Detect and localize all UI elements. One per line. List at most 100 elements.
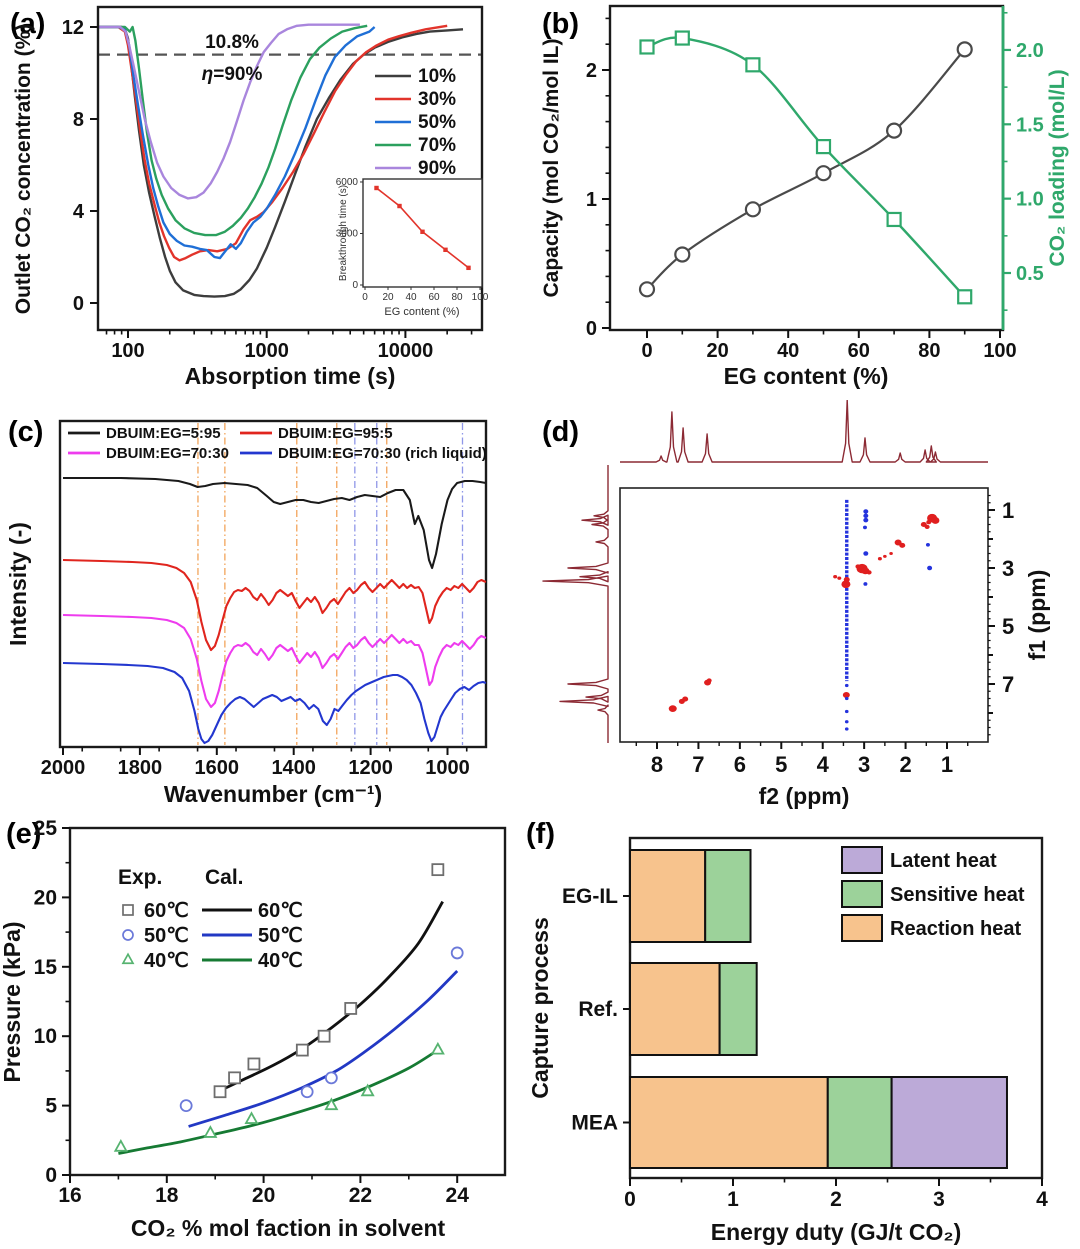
panel-letter-e: (e): [6, 818, 42, 850]
svg-text:20: 20: [706, 340, 728, 362]
svg-text:2: 2: [899, 752, 911, 777]
svg-text:10.8%: 10.8%: [205, 32, 259, 53]
svg-text:18: 18: [155, 1184, 179, 1207]
svg-text:6000: 6000: [336, 177, 359, 188]
svg-text:1: 1: [727, 1188, 739, 1211]
panel-letter-b: (b): [542, 8, 580, 40]
svg-text:15: 15: [34, 956, 58, 979]
panel-letter-d: (d): [542, 416, 580, 448]
panel-d-2d-nmr-chart: 8 7 6 5 4 3 2 1 1 3 5 7 f2 (ppm) f1 (ppm): [542, 400, 1050, 809]
svg-text:40: 40: [405, 292, 417, 303]
svg-text:50℃: 50℃: [144, 925, 189, 947]
svg-text:0.5: 0.5: [1016, 263, 1044, 285]
svg-text:40℃: 40℃: [144, 950, 189, 972]
svg-text:EG-IL: EG-IL: [562, 885, 618, 908]
svg-text:f2 (ppm): f2 (ppm): [759, 783, 850, 809]
svg-text:22: 22: [349, 1184, 372, 1207]
panel-c-ftir-spectra-chart: 2000 1800 1600 1400 1200 1000 DBUIM:EG=5:95 DBU…: [5, 419, 488, 807]
svg-text:0: 0: [45, 1164, 57, 1187]
panel-f-energy-duty-chart: EG-IL Ref. MEA 0 1 2 3 4 Latent heat Sensitive he…: [527, 836, 1048, 1245]
svg-text:Absorption time (s): Absorption time (s): [185, 363, 396, 389]
svg-text:f1 (ppm): f1 (ppm): [1024, 570, 1050, 661]
svg-text:30%: 30%: [418, 89, 456, 110]
svg-text:40: 40: [777, 340, 799, 362]
svg-text:Exp.: Exp.: [118, 866, 162, 889]
svg-text:0: 0: [641, 340, 652, 362]
svg-text:1800: 1800: [118, 757, 163, 779]
svg-text:DBUIM:EG=5:95: DBUIM:EG=5:95: [106, 425, 221, 442]
svg-text:η=90%: η=90%: [202, 64, 263, 85]
svg-text:60: 60: [848, 340, 870, 362]
svg-text:1.0: 1.0: [1016, 189, 1044, 211]
svg-text:1: 1: [941, 752, 953, 777]
svg-text:0: 0: [362, 292, 368, 303]
svg-text:4: 4: [1036, 1188, 1048, 1211]
svg-text:16: 16: [58, 1184, 81, 1207]
svg-text:10%: 10%: [418, 66, 456, 87]
svg-text:Outlet CO₂ concentration (%): Outlet CO₂ concentration (%): [12, 24, 35, 315]
svg-text:1600: 1600: [195, 757, 240, 779]
svg-text:90%: 90%: [418, 158, 456, 179]
svg-text:2: 2: [830, 1188, 842, 1211]
svg-text:5: 5: [775, 752, 787, 777]
svg-text:100: 100: [111, 340, 144, 362]
svg-text:Pressure (kPa): Pressure (kPa): [0, 921, 25, 1082]
svg-text:60℃: 60℃: [258, 900, 303, 922]
svg-text:40℃: 40℃: [258, 950, 303, 972]
svg-text:1: 1: [586, 189, 597, 211]
svg-text:7: 7: [692, 752, 704, 777]
svg-text:Ref.: Ref.: [578, 998, 618, 1021]
svg-text:EG content (%): EG content (%): [384, 306, 459, 318]
svg-text:6: 6: [734, 752, 746, 777]
svg-text:Wavenumber (cm⁻¹): Wavenumber (cm⁻¹): [164, 781, 382, 807]
svg-text:50%: 50%: [418, 112, 456, 133]
svg-text:2.0: 2.0: [1016, 40, 1044, 62]
svg-text:5: 5: [45, 1095, 57, 1118]
svg-text:80: 80: [918, 340, 940, 362]
svg-text:70%: 70%: [418, 135, 456, 156]
svg-text:Cal.: Cal.: [205, 866, 244, 889]
svg-text:EG content (%): EG content (%): [724, 363, 889, 389]
svg-text:DBUIM:EG=70:30: DBUIM:EG=70:30: [106, 445, 229, 462]
svg-text:80: 80: [451, 292, 463, 303]
svg-text:Capacity (mol CO₂/mol IL): Capacity (mol CO₂/mol IL): [540, 38, 563, 297]
svg-text:0: 0: [73, 293, 84, 315]
panel-letter-c: (c): [8, 416, 44, 448]
svg-text:1: 1: [1002, 498, 1014, 523]
svg-text:1.5: 1.5: [1016, 114, 1044, 136]
svg-text:25: 25: [34, 817, 58, 840]
svg-text:100: 100: [983, 340, 1016, 362]
svg-text:5: 5: [1002, 614, 1014, 639]
svg-text:Latent heat: Latent heat: [890, 850, 997, 872]
svg-text:20: 20: [382, 292, 394, 303]
svg-text:Energy duty (GJ/t CO₂): Energy duty (GJ/t CO₂): [711, 1219, 961, 1245]
svg-text:4: 4: [73, 201, 85, 223]
panel-letter-a: (a): [10, 8, 46, 40]
svg-text:1200: 1200: [348, 757, 393, 779]
svg-text:Capture process: Capture process: [527, 917, 553, 1099]
svg-text:60: 60: [428, 292, 440, 303]
svg-text:DBUIM:EG=95:5: DBUIM:EG=95:5: [278, 425, 393, 442]
svg-text:3000: 3000: [336, 228, 359, 239]
svg-text:50℃: 50℃: [258, 925, 303, 947]
svg-text:0: 0: [624, 1188, 636, 1211]
svg-text:3: 3: [933, 1188, 945, 1211]
svg-text:Sensitive heat: Sensitive heat: [890, 884, 1025, 906]
svg-text:8: 8: [651, 752, 663, 777]
svg-text:10000: 10000: [378, 340, 434, 362]
svg-text:Breakthrough time (s): Breakthrough time (s): [338, 185, 349, 281]
svg-text:0: 0: [352, 280, 358, 291]
svg-text:Intensity (-): Intensity (-): [5, 522, 31, 646]
svg-text:1000: 1000: [244, 340, 289, 362]
svg-text:12: 12: [62, 17, 84, 39]
svg-text:4: 4: [817, 752, 830, 777]
svg-text:1000: 1000: [425, 757, 470, 779]
panel-b-capacity-loading-chart: 0 20 40 60 80 100 0 1 2 0.5 1.0 1.5 2.0 EG content (%…: [540, 4, 1069, 389]
svg-text:2: 2: [586, 60, 597, 82]
svg-text:0: 0: [586, 318, 597, 340]
svg-text:20: 20: [34, 886, 57, 909]
svg-text:DBUIM:EG=70:30 (rich liquid): DBUIM:EG=70:30 (rich liquid): [278, 445, 487, 462]
svg-text:CO₂ loading (mol/L): CO₂ loading (mol/L): [1046, 69, 1069, 266]
svg-text:3: 3: [1002, 556, 1014, 581]
